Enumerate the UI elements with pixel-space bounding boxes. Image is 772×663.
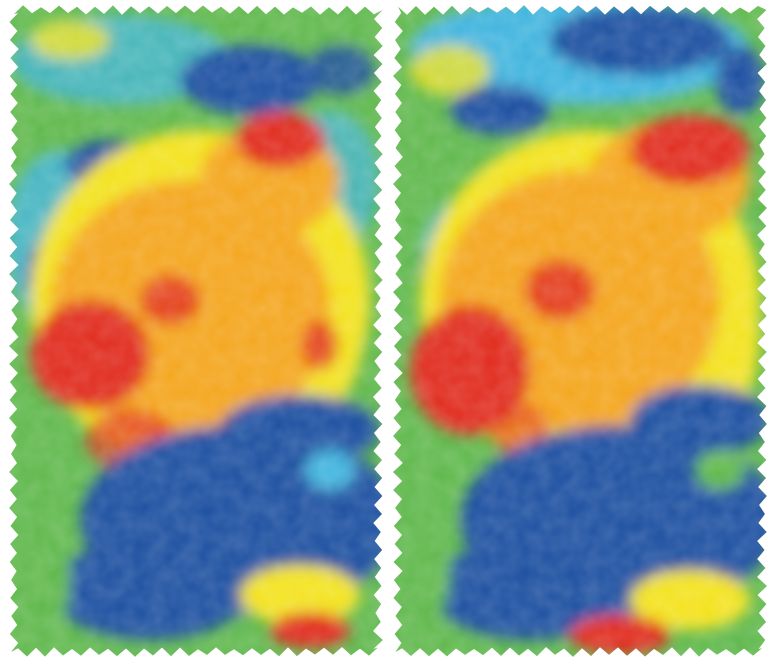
right-field-map: [393, 5, 767, 657]
left-field-map: [9, 5, 383, 657]
